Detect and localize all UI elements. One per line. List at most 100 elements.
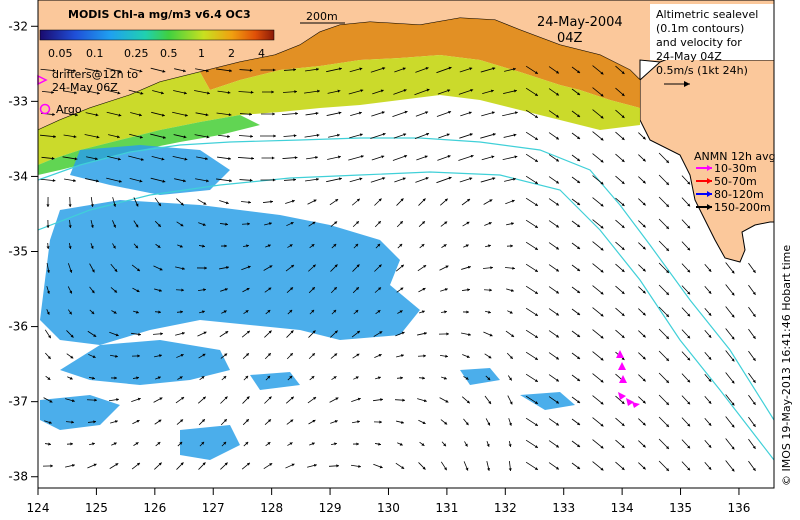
velocity-vector-head [642, 356, 646, 360]
velocity-vector-head [421, 310, 425, 314]
velocity-vector-head [401, 420, 404, 424]
velocity-vector-head [400, 376, 403, 380]
velocity-vector-head [135, 203, 139, 207]
velocity-vector-head [621, 467, 625, 470]
velocity-vector-head [513, 67, 516, 71]
velocity-vector-head [113, 310, 117, 314]
velocity-vector-head [534, 335, 538, 338]
velocity-vector-head [204, 266, 207, 270]
velocity-vector-head [139, 179, 143, 183]
velocity-vector-head [93, 463, 97, 467]
velocity-vector-head [400, 287, 404, 291]
velocity-vector-head [642, 466, 646, 470]
velocity-vector-head [158, 419, 162, 423]
x-tick-label: 126 [143, 501, 166, 515]
velocity-vector-head [378, 264, 382, 268]
velocity-vector-head [179, 441, 183, 445]
velocity-vector-head [534, 115, 538, 118]
velocity-vector-head [91, 269, 95, 273]
velocity-vector-head [423, 399, 427, 403]
velocity-vectors [40, 65, 756, 472]
velocity-vector-head [96, 179, 99, 183]
velocity-vector-head [513, 89, 517, 93]
velocity-vector-head [49, 399, 53, 403]
velocity-vector-head [290, 330, 294, 334]
velocity-vector-head [577, 158, 581, 161]
velocity-vector-head [534, 423, 538, 426]
velocity-vector-head [402, 67, 406, 71]
velocity-vector-head [492, 177, 496, 181]
argo-icon [39, 103, 51, 115]
velocity-vector-head [555, 312, 559, 316]
velocity-vector-head [268, 419, 271, 423]
velocity-vector-head [183, 135, 187, 139]
velocity-vector-head [202, 244, 205, 248]
velocity-vector-head [621, 225, 625, 228]
velocity-vector-head [159, 267, 163, 271]
velocity-vector [502, 111, 518, 117]
velocity-vector-head [335, 397, 339, 401]
velocity-vector-head [687, 291, 691, 295]
velocity-vector-head [445, 354, 448, 358]
altimetry-line-1: (0.1m contours) [656, 22, 744, 35]
velocity-vector-head [355, 221, 359, 225]
velocity-vector-head [534, 269, 538, 272]
velocity-vector-head [357, 397, 361, 401]
velocity-vector-head [268, 287, 272, 291]
velocity-vector-head [313, 397, 317, 400]
x-tick-label: 128 [260, 501, 283, 515]
velocity-vector-head [118, 113, 122, 117]
velocity-vector-head [227, 134, 230, 138]
velocity-vector-head [223, 419, 227, 423]
velocity-vector-head [621, 203, 625, 206]
velocity-vector-head [399, 221, 403, 225]
velocity-vector-head [642, 422, 646, 426]
velocity-vector-head [423, 354, 426, 358]
sea-level-contours [38, 137, 774, 461]
velocity-vector-head [46, 246, 50, 249]
velocity-vector-head [202, 396, 206, 400]
velocity-vector-head [180, 223, 184, 227]
velocity-vector-head [158, 310, 161, 314]
velocity-vector-head [444, 421, 448, 425]
velocity-vector-head [666, 248, 669, 251]
velocity-vector-head [577, 202, 581, 205]
velocity-vector-head [206, 69, 209, 73]
y-tick-label: -36 [8, 320, 28, 334]
x-tick-label: 130 [377, 501, 400, 515]
velocity-vector-head [446, 133, 450, 137]
velocity-vector-head [289, 375, 293, 379]
velocity-vector-head [293, 134, 297, 138]
velocity-vector-head [183, 91, 187, 95]
velocity-vector-head [511, 334, 515, 337]
velocity-vector-head [752, 269, 756, 273]
velocity-vector-head [687, 357, 691, 361]
velocity-vector-head [577, 400, 581, 403]
velocity-vector-head [162, 69, 166, 73]
colorbar-tick-3: 0.5 [160, 47, 178, 60]
velocity-vector-head [334, 264, 338, 268]
velocity-vector [458, 155, 474, 161]
velocity-vector-head [315, 111, 319, 115]
velocity-vector-head [247, 265, 251, 269]
velocity-vector-head [294, 90, 297, 94]
velocity-vector-head [555, 246, 559, 250]
velocity-vector-head [136, 376, 139, 380]
velocity-vector-head [490, 89, 494, 93]
velocity-vector-head [334, 353, 338, 357]
velocity-vector-head [93, 334, 97, 337]
velocity-vector-head [666, 160, 669, 163]
velocity-vector-head [46, 290, 50, 294]
velocity-vector-head [510, 288, 514, 292]
velocity-vector-head [356, 442, 359, 446]
velocity-vector-head [311, 442, 315, 446]
velocity-vector-head [555, 356, 559, 360]
velocity-vector-head [444, 288, 448, 292]
velocity-vector-head [333, 287, 337, 291]
velocity-vector-head [467, 288, 470, 292]
velocity-vector-head [360, 155, 364, 159]
velocity-vector-head [225, 331, 229, 334]
velocity-vector-head [247, 222, 250, 226]
velocity-vector-head [642, 202, 646, 206]
velocity-vector-head [68, 246, 72, 249]
